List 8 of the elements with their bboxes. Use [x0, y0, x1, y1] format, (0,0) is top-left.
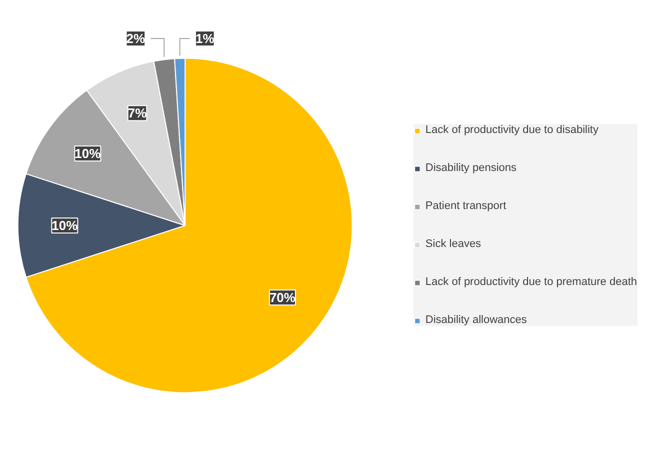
legend-label: Lack of productivity due to premature death: [425, 276, 637, 288]
data-label: 70%: [269, 290, 296, 305]
data-label: 1%: [196, 31, 215, 46]
legend-label: Sick leaves: [425, 238, 482, 250]
legend-label: Disability allowances: [425, 314, 527, 326]
legend-label: Patient transport: [425, 200, 506, 212]
legend-label: Disability pensions: [425, 162, 517, 174]
legend-label: Lack of productivity due to disability: [425, 124, 598, 136]
